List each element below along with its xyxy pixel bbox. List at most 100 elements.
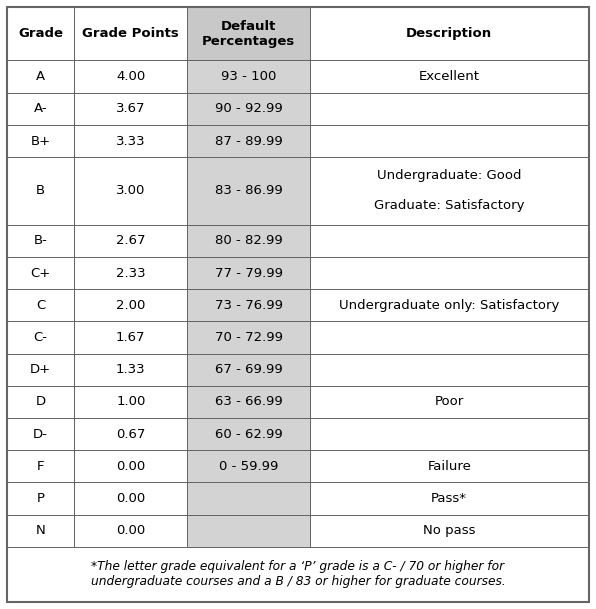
Text: 80 - 82.99: 80 - 82.99 — [215, 234, 283, 247]
Bar — [310, 322, 589, 354]
Bar — [7, 354, 74, 386]
Bar — [74, 257, 188, 289]
Bar — [7, 289, 74, 322]
Bar — [74, 450, 188, 482]
Bar — [7, 60, 74, 93]
Text: C-: C- — [33, 331, 48, 344]
Bar — [310, 418, 589, 450]
Bar — [188, 482, 310, 515]
Text: 73 - 76.99: 73 - 76.99 — [215, 299, 283, 312]
Bar — [310, 515, 589, 547]
Bar — [74, 125, 188, 157]
Text: 0.00: 0.00 — [116, 492, 145, 505]
Bar — [188, 225, 310, 257]
Bar — [74, 289, 188, 322]
Text: 60 - 62.99: 60 - 62.99 — [215, 428, 283, 441]
Text: Undergraduate only: Satisfactory: Undergraduate only: Satisfactory — [339, 299, 560, 312]
Bar — [310, 225, 589, 257]
Text: 2.33: 2.33 — [116, 267, 145, 280]
Text: D+: D+ — [30, 363, 51, 376]
Bar — [188, 125, 310, 157]
Text: 3.33: 3.33 — [116, 135, 145, 147]
Bar — [188, 515, 310, 547]
Bar — [310, 7, 589, 60]
Bar — [7, 257, 74, 289]
Bar — [310, 257, 589, 289]
Bar — [7, 257, 74, 289]
Text: 67 - 69.99: 67 - 69.99 — [215, 363, 283, 376]
Text: 0.00: 0.00 — [116, 460, 145, 473]
Bar — [74, 7, 188, 60]
Bar — [74, 322, 188, 354]
Bar — [188, 354, 310, 386]
Bar — [188, 93, 310, 125]
Bar — [188, 257, 310, 289]
Bar — [310, 157, 589, 225]
Bar — [74, 418, 188, 450]
Bar — [7, 547, 589, 602]
Bar — [310, 482, 589, 515]
Bar — [188, 257, 310, 289]
Bar — [7, 225, 74, 257]
Text: A: A — [36, 70, 45, 83]
Bar — [74, 7, 188, 60]
Bar — [310, 418, 589, 450]
Bar — [310, 257, 589, 289]
Text: Poor: Poor — [434, 395, 464, 409]
Text: P: P — [36, 492, 45, 505]
Text: 70 - 72.99: 70 - 72.99 — [215, 331, 283, 344]
Bar — [7, 322, 74, 354]
Bar — [310, 322, 589, 354]
Text: 2.67: 2.67 — [116, 234, 145, 247]
Bar — [7, 225, 74, 257]
Bar — [74, 257, 188, 289]
Text: D: D — [36, 395, 46, 409]
Bar — [310, 60, 589, 93]
Bar — [7, 418, 74, 450]
Bar — [7, 289, 74, 322]
Bar — [74, 354, 188, 386]
Bar — [7, 418, 74, 450]
Bar — [310, 482, 589, 515]
Bar — [74, 450, 188, 482]
Bar — [7, 7, 74, 60]
Bar — [188, 322, 310, 354]
Bar — [188, 515, 310, 547]
Text: B+: B+ — [30, 135, 51, 147]
Bar — [188, 450, 310, 482]
Bar — [310, 289, 589, 322]
Bar — [74, 418, 188, 450]
Bar — [7, 547, 589, 602]
Text: Undergraduate: Good

Graduate: Satisfactory: Undergraduate: Good Graduate: Satisfacto… — [374, 169, 524, 213]
Bar — [188, 125, 310, 157]
Bar — [74, 93, 188, 125]
Text: 77 - 79.99: 77 - 79.99 — [215, 267, 283, 280]
Bar — [188, 289, 310, 322]
Text: Pass*: Pass* — [432, 492, 467, 505]
Text: F: F — [37, 460, 44, 473]
Bar — [188, 386, 310, 418]
Bar — [310, 225, 589, 257]
Bar — [74, 482, 188, 515]
Bar — [188, 93, 310, 125]
Text: Failure: Failure — [427, 460, 471, 473]
Bar — [310, 157, 589, 225]
Text: Description: Description — [406, 27, 492, 40]
Bar — [7, 386, 74, 418]
Bar — [310, 7, 589, 60]
Text: 90 - 92.99: 90 - 92.99 — [215, 102, 283, 115]
Bar — [310, 386, 589, 418]
Bar — [310, 93, 589, 125]
Bar — [188, 157, 310, 225]
Text: Default
Percentages: Default Percentages — [202, 20, 295, 48]
Bar — [7, 386, 74, 418]
Bar — [7, 60, 74, 93]
Text: 1.00: 1.00 — [116, 395, 145, 409]
Text: 0.67: 0.67 — [116, 428, 145, 441]
Text: 0.00: 0.00 — [116, 524, 145, 537]
Bar — [188, 354, 310, 386]
Text: 0 - 59.99: 0 - 59.99 — [219, 460, 278, 473]
Text: 4.00: 4.00 — [116, 70, 145, 83]
Bar — [188, 157, 310, 225]
Bar — [188, 386, 310, 418]
